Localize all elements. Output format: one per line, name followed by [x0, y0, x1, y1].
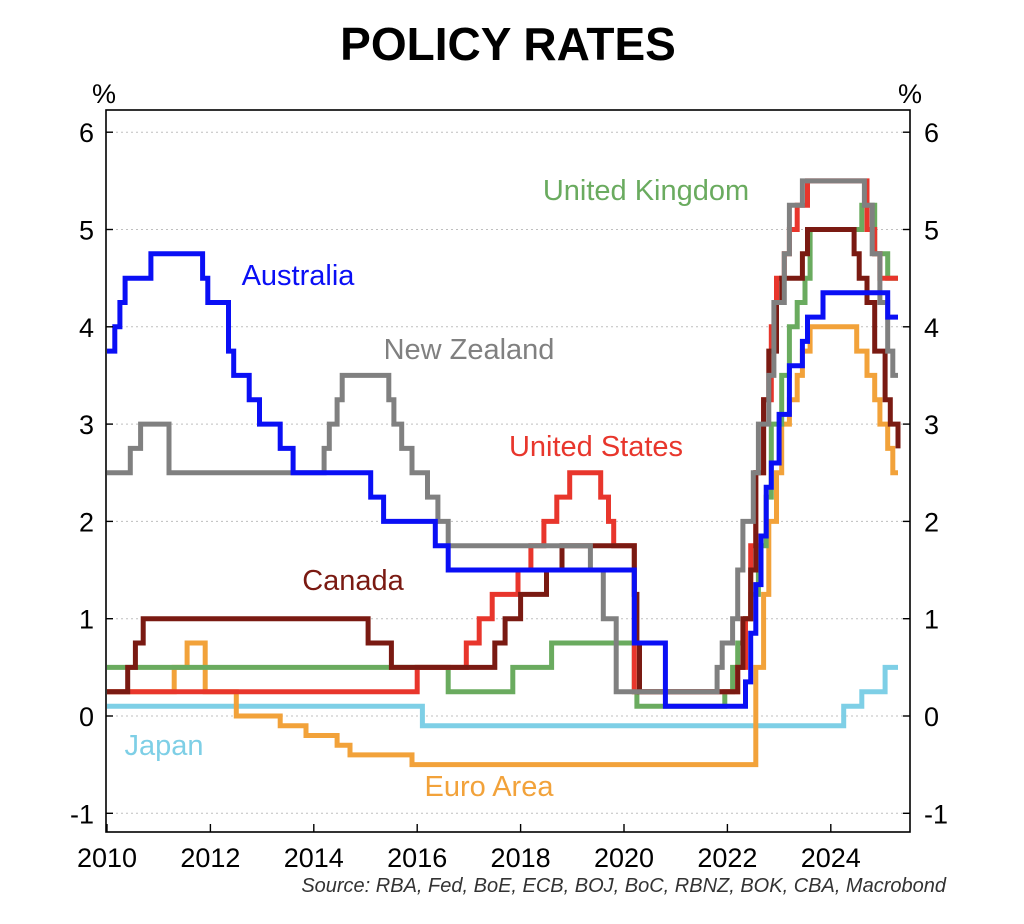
y-tick-label-left: 1 [79, 605, 94, 635]
right-y-tick-labels: -1 0 1 2 3 4 5 6 [924, 118, 948, 829]
series-line-new-zealand [107, 178, 898, 695]
x-tick-label: 2018 [491, 843, 551, 873]
label-canada: Canada [302, 565, 404, 597]
label-euro-area: Euro Area [425, 771, 555, 803]
y-tick-label-left: 6 [79, 118, 94, 148]
x-tick-label: 2010 [77, 843, 137, 873]
y-tick-label-right: 1 [924, 605, 939, 635]
x-tick-label: 2024 [801, 843, 861, 873]
y-tick-label-right: 3 [924, 410, 939, 440]
y-tick-label-right: -1 [924, 799, 948, 829]
right-axis-unit: % [898, 79, 922, 109]
series-line-canada [107, 227, 901, 695]
label-new-zealand: New Zealand [384, 334, 555, 366]
label-australia: Australia [242, 260, 356, 292]
left-y-tick-labels: -1 0 1 2 3 4 5 6 [70, 118, 94, 829]
y-tick-label-left: 3 [79, 410, 94, 440]
x-tick-label: 2022 [697, 843, 757, 873]
x-tick-label: 2014 [284, 843, 344, 873]
y-tick-label-left: 5 [79, 216, 94, 246]
series-lines [107, 178, 901, 768]
left-axis-unit: % [92, 79, 116, 109]
y-tick-label-left: 4 [79, 313, 94, 343]
x-tick-labels: 2010 2012 2014 2016 2018 2020 2022 2024 [77, 843, 861, 873]
x-tick-label: 2020 [594, 843, 654, 873]
y-tick-label-right: 0 [924, 702, 939, 732]
series-line-euro-area [107, 324, 898, 768]
x-tick-label: 2012 [180, 843, 240, 873]
plot-border [105, 109, 911, 833]
y-tick-label-right: 5 [924, 216, 939, 246]
y-tick-label-left: 0 [79, 702, 94, 732]
y-tick-label-right: 2 [924, 507, 939, 537]
y-tick-label-left: -1 [70, 799, 94, 829]
source-note: Source: RBA, Fed, BoE, ECB, BOJ, BoC, RB… [301, 875, 947, 897]
plot-frame [105, 109, 911, 833]
series-line-japan [107, 664, 898, 729]
label-united-states: United States [509, 431, 683, 463]
chart-title: POLICY RATES [340, 18, 676, 70]
y-tick-label-right: 6 [924, 118, 939, 148]
y-tick-label-left: 2 [79, 507, 94, 537]
label-united-kingdom: United Kingdom [543, 175, 749, 207]
x-tick-label: 2016 [387, 843, 447, 873]
series-line-australia [107, 251, 898, 709]
y-tick-label-right: 4 [924, 313, 939, 343]
label-japan: Japan [124, 730, 203, 762]
